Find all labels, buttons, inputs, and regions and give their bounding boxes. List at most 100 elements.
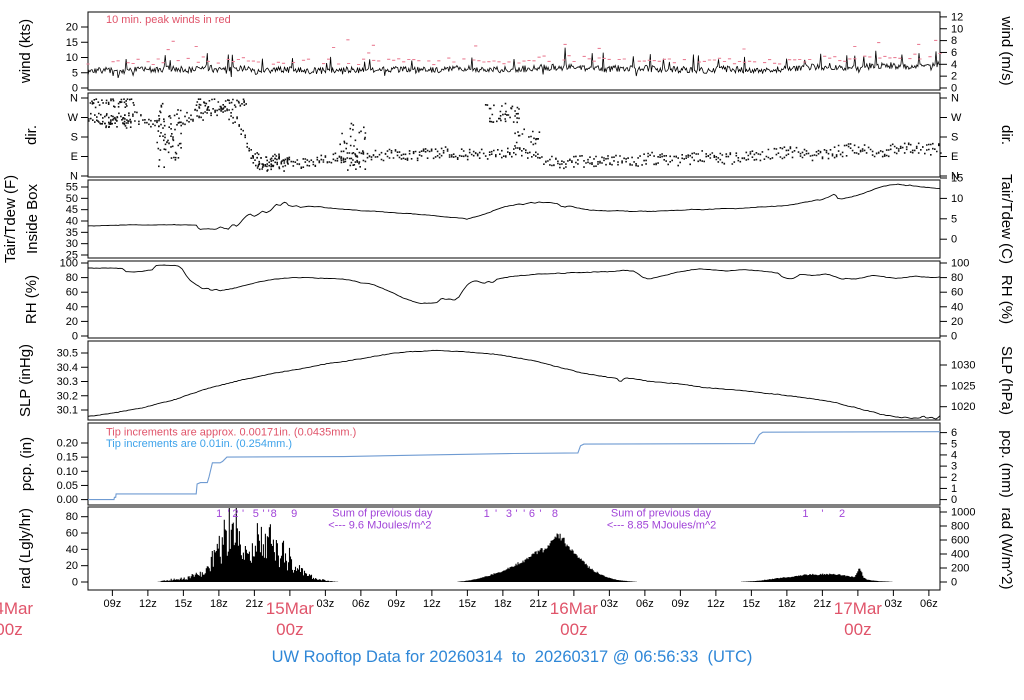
x-tick-label: 18z bbox=[494, 598, 512, 610]
x-tick-label: 09z bbox=[388, 598, 406, 610]
axis-title-right: wind (m/s) bbox=[998, 15, 1015, 85]
axis-title-left: rad (Lgly/hr) bbox=[17, 508, 34, 589]
y-tick-label: 600 bbox=[951, 535, 969, 547]
y-tick-label: S bbox=[71, 132, 78, 144]
y-tick-label: 5 bbox=[72, 67, 78, 79]
hour-marker: ' bbox=[516, 508, 518, 520]
sum-annotation: <--- 8.85 MJoules/m^2 bbox=[607, 520, 716, 532]
y-tick-label: 0 bbox=[951, 83, 957, 95]
hour-marker: ' bbox=[242, 508, 244, 520]
y-tick-label: 0 bbox=[951, 331, 957, 343]
y-tick-label: E bbox=[71, 151, 78, 163]
axis-title-left: dir. bbox=[23, 125, 40, 145]
y-tick-label: W bbox=[951, 112, 962, 124]
y-tick-label: 0 bbox=[72, 577, 78, 589]
y-tick-label: 20 bbox=[66, 316, 78, 328]
y-tick-label: 0.20 bbox=[57, 438, 78, 450]
sum-annotation: Sum of previous day bbox=[611, 508, 712, 520]
x-tick-label: 03z bbox=[885, 598, 903, 610]
axis-title-right: SLP (hPa) bbox=[998, 346, 1015, 415]
hour-marker: 1 bbox=[484, 508, 490, 520]
y-tick-label: 5 bbox=[951, 213, 957, 225]
y-tick-label: 10 bbox=[66, 52, 78, 64]
y-tick-label: 30.1 bbox=[57, 405, 78, 417]
y-tick-label: 0 bbox=[951, 234, 957, 246]
y-tick-label: 10 bbox=[951, 23, 963, 35]
axis-title-left: RH (%) bbox=[23, 275, 40, 324]
y-tick-label: 55 bbox=[66, 182, 78, 194]
y-tick-label: 15 bbox=[951, 173, 963, 185]
y-tick-label: 4 bbox=[951, 449, 957, 461]
y-tick-label: 40 bbox=[66, 544, 78, 556]
y-tick-label: 20 bbox=[66, 22, 78, 34]
y-tick-label: 30.5 bbox=[57, 348, 78, 360]
axis-title-left: Tair/Tdew (F) bbox=[2, 175, 19, 263]
hour-marker: 1 bbox=[802, 508, 808, 520]
y-tick-label: 4 bbox=[951, 59, 957, 71]
hour-marker: ' bbox=[495, 508, 497, 520]
y-tick-label: 60 bbox=[66, 287, 78, 299]
y-tick-label: 0.00 bbox=[57, 494, 78, 506]
y-tick-label: N bbox=[70, 171, 78, 183]
y-tick-label: 80 bbox=[951, 272, 963, 284]
date-label: 00z bbox=[844, 620, 871, 639]
y-tick-label: 200 bbox=[951, 563, 969, 575]
series-precip-accumulation bbox=[88, 431, 941, 501]
hour-marker: 5 bbox=[253, 508, 259, 520]
axis-title-left: wind (kts) bbox=[17, 19, 34, 84]
series-relative-humidity bbox=[88, 264, 941, 304]
hour-marker: 9 bbox=[291, 508, 297, 520]
y-tick-label: 30.3 bbox=[57, 376, 78, 388]
series-wind-speed bbox=[87, 47, 941, 79]
y-tick-label: 0 bbox=[951, 577, 957, 589]
y-tick-label: 60 bbox=[951, 287, 963, 299]
axis-title-right: RH (%) bbox=[998, 275, 1015, 324]
panel-box-tair bbox=[87, 179, 941, 259]
x-tick-label: 12z bbox=[139, 598, 157, 610]
y-tick-label: 0.05 bbox=[57, 480, 78, 492]
y-tick-label: 1025 bbox=[951, 380, 975, 392]
series-air-temperature bbox=[87, 183, 940, 230]
y-tick-label: 1020 bbox=[951, 401, 975, 413]
x-tick-label: 12z bbox=[707, 598, 725, 610]
y-tick-label: 50 bbox=[66, 193, 78, 205]
date-label: 15Mar bbox=[266, 599, 315, 618]
y-tick-label: 30.2 bbox=[57, 390, 78, 402]
y-tick-label: 5 bbox=[951, 438, 957, 450]
sum-annotation: Sum of previous day bbox=[332, 508, 433, 520]
hour-marker: 1 bbox=[216, 508, 222, 520]
y-tick-label: 80 bbox=[66, 272, 78, 284]
x-tick-label: 15z bbox=[175, 598, 193, 610]
annotation-text: Tip increments are 0.01in. (0.254mm.) bbox=[106, 438, 292, 450]
y-tick-label: 2 bbox=[951, 472, 957, 484]
hour-marker: ' bbox=[821, 508, 823, 520]
date-label: 00z bbox=[276, 620, 303, 639]
hour-marker: 8 bbox=[271, 508, 277, 520]
panel-box-dir bbox=[87, 92, 941, 178]
y-tick-label: 35 bbox=[66, 227, 78, 239]
axis-title-right: dir. bbox=[998, 125, 1015, 145]
axis-title-left: SLP (inHg) bbox=[17, 344, 34, 417]
panel-box-rad bbox=[87, 506, 941, 591]
x-tick-label: 06z bbox=[920, 598, 938, 610]
y-tick-label: 30 bbox=[66, 238, 78, 250]
hour-marker: 2 bbox=[839, 508, 845, 520]
y-tick-label: 15 bbox=[66, 37, 78, 49]
series-sea-level-pressure bbox=[87, 349, 941, 420]
y-tick-label: N bbox=[951, 171, 959, 183]
hour-marker: 6 bbox=[529, 508, 535, 520]
x-tick-label: 18z bbox=[210, 598, 228, 610]
x-tick-label: 09z bbox=[104, 598, 122, 610]
hour-marker: ' bbox=[262, 508, 264, 520]
panel-box-rh bbox=[87, 260, 941, 339]
y-tick-label: 100 bbox=[951, 258, 969, 270]
y-tick-label: 20 bbox=[66, 560, 78, 572]
y-tick-label: 6 bbox=[951, 47, 957, 59]
